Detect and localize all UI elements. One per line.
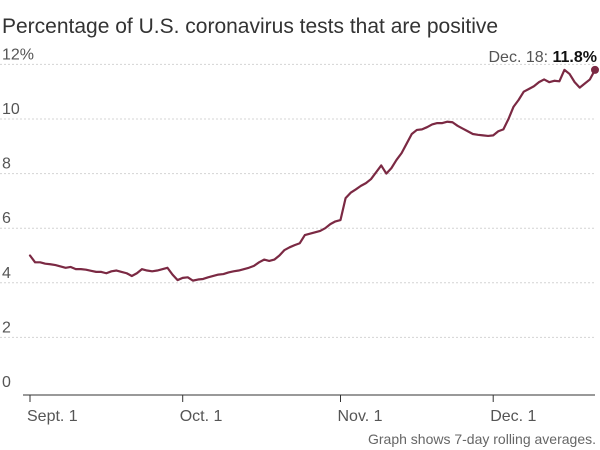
y-tick-label: 4 (2, 265, 11, 282)
x-tick-label: Nov. 1 (337, 408, 382, 425)
axes: 0 2 4 6 8 10 12% Sept. 1 Oct. 1 Nov. 1 Dec. 1 (2, 46, 595, 425)
x-tick-label: Sept. 1 (27, 408, 78, 425)
end-separator: : (544, 49, 553, 66)
footnote: Graph shows 7-day rolling averages. (367, 431, 596, 447)
x-tick-label: Oct. 1 (180, 408, 223, 425)
y-tick-label: 10 (2, 101, 20, 118)
chart-title: Percentage of U.S. coronavirus tests tha… (2, 15, 499, 39)
y-tick-label: 6 (2, 210, 11, 227)
y-tick-label: 0 (2, 374, 11, 391)
gridlines (0, 63, 595, 338)
annotations: Dec. 18: 11.8% (488, 49, 597, 66)
end-value: 11.8% (553, 49, 597, 66)
y-tick-label: 2 (2, 319, 11, 336)
positive-rate-line (28, 68, 597, 282)
y-tick-label: 8 (2, 156, 11, 173)
end-date: Dec. 18 (488, 49, 543, 66)
x-tick-label: Dec. 1 (490, 408, 536, 425)
end-point-marker (591, 65, 599, 74)
y-tick-label: 12% (2, 46, 34, 63)
series (28, 65, 599, 282)
end-value-label: Dec. 18: 11.8% (488, 49, 597, 66)
